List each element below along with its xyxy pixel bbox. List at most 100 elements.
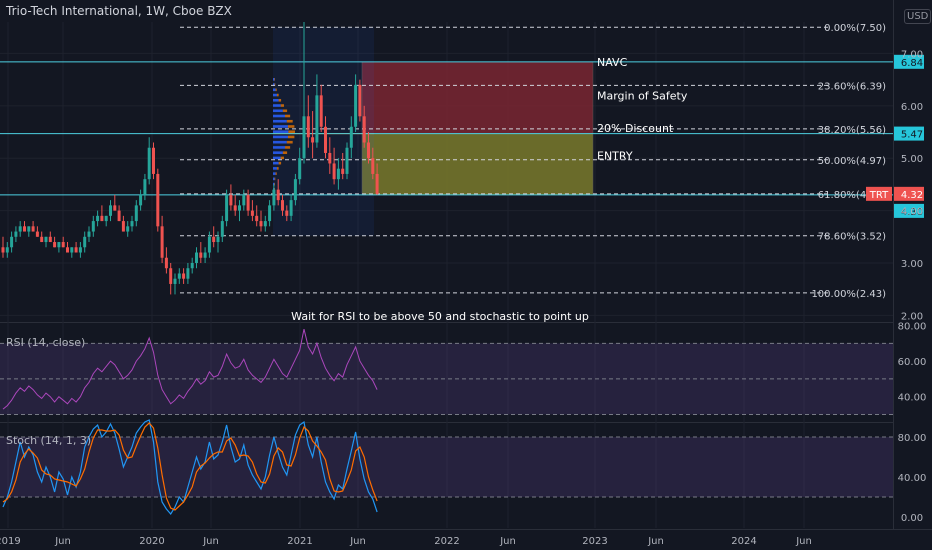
candle-body	[121, 221, 125, 232]
volume-bar	[275, 88, 277, 92]
fib-level-label: 78.60%(3.52)	[818, 232, 886, 243]
candle-body	[14, 231, 18, 237]
volume-bar	[273, 119, 287, 123]
zone-label: NAVC	[597, 56, 628, 69]
time-tick-label: Jun	[202, 536, 219, 547]
candle-body	[341, 168, 345, 174]
candle-body	[285, 210, 289, 216]
volume-bar	[273, 93, 277, 97]
candle-body	[190, 262, 194, 269]
candle-body	[70, 247, 74, 253]
candle-body	[156, 173, 160, 227]
candle-body	[233, 205, 237, 211]
candle-body	[371, 158, 375, 174]
candle-body	[96, 215, 100, 222]
candle-body	[367, 142, 370, 159]
fib-level-label: 38.20%(5.56)	[818, 125, 886, 136]
candle-body	[203, 252, 207, 258]
volume-bar	[274, 177, 276, 181]
candle-body	[319, 95, 323, 127]
volume-bar	[274, 188, 275, 191]
candle-body	[78, 247, 82, 253]
volume-bar	[273, 140, 287, 144]
horizontal-lines[interactable]: 6.84 5.47 4.30	[0, 54, 924, 218]
rsi-label[interactable]: RSI (14, close)	[6, 336, 86, 349]
current-price-label: 4.32	[901, 190, 923, 201]
price-label-box	[894, 54, 924, 69]
candle-body	[311, 137, 315, 143]
price-tick-label: 2.00	[901, 311, 923, 322]
candle-body	[186, 268, 190, 279]
volume-bar	[286, 119, 293, 123]
rsi-line	[2, 328, 378, 410]
candle-body	[306, 116, 310, 138]
volume-profile	[273, 27, 374, 236]
candle-body	[104, 215, 108, 222]
time-tick-label: 2021	[287, 536, 312, 547]
candle-body	[212, 236, 216, 243]
candle-body	[302, 116, 306, 159]
axis-divider	[0, 529, 932, 530]
annotations: NAVC Margin of Safety 20% Discount ENTRY Wai…	[291, 56, 688, 323]
stoch-label[interactable]: Stoch (14, 1, 3)	[6, 434, 92, 447]
price-label-box	[894, 126, 924, 141]
axes: 7.00 6.00 5.00 4.00 3.00 2.00 2019 Jun 2020 Jun 20…	[0, 49, 926, 547]
candle-body	[173, 278, 177, 284]
symbol-badge	[866, 186, 892, 201]
candle-body	[31, 226, 35, 232]
candle-body	[53, 242, 57, 248]
time-tick-label: 2020	[139, 536, 164, 547]
indicators	[0, 328, 893, 516]
volume-bar	[284, 146, 291, 149]
candle-body	[298, 158, 302, 180]
stoch-tick-label: 0.00	[901, 513, 923, 524]
candle-body	[126, 226, 130, 232]
volume-bar	[273, 88, 276, 92]
candle-body	[160, 226, 164, 258]
fib-level-label: 23.60%(6.39)	[818, 81, 886, 92]
candle-body	[272, 189, 276, 206]
candle-body	[358, 84, 362, 117]
volume-bar	[287, 135, 295, 139]
candle-body	[83, 236, 87, 248]
volume-bar	[274, 78, 275, 81]
candle-body	[177, 273, 181, 279]
candle-body	[109, 205, 112, 216]
volume-bar	[273, 167, 277, 170]
candle-body	[289, 200, 293, 216]
annotation-text: Wait for RSI to be above 50 and stochast…	[291, 310, 589, 323]
currency-badge[interactable]: USD	[904, 9, 932, 24]
fibonacci-retracement[interactable]: 0.00%(7.50) 23.60%(6.39) 38.20%(5.56) 50.00…	[180, 23, 886, 300]
volume-bar	[278, 98, 282, 102]
zone-box	[361, 61, 594, 134]
rsi-tick-label: 60.00	[898, 357, 927, 368]
candle-body	[216, 236, 220, 243]
volume-bar	[276, 93, 279, 97]
fib-level-label: 100.00%(2.43)	[811, 289, 886, 300]
volume-bar	[273, 135, 288, 139]
price-tick-label: 3.00	[901, 259, 923, 270]
candle-body	[143, 179, 147, 195]
volume-bar	[282, 109, 288, 113]
candle-body	[255, 215, 259, 222]
candle-body	[354, 84, 358, 127]
rsi-tick-label: 80.00	[898, 322, 927, 333]
stoch-d-line	[2, 422, 378, 511]
candle-body	[10, 236, 14, 248]
candle-body	[66, 247, 69, 253]
time-tick-label: 2024	[731, 536, 756, 547]
price-label: 5.47	[901, 130, 923, 141]
candle-body	[324, 126, 327, 153]
volume-bar	[280, 104, 284, 107]
stoch-band	[0, 437, 893, 497]
axis-divider	[893, 0, 894, 530]
candle-body	[246, 194, 250, 211]
candle-body	[199, 252, 203, 258]
volume-bar	[288, 130, 295, 134]
zone-label: ENTRY	[597, 150, 633, 163]
candle-body	[375, 173, 379, 194]
symbol-label: TRT	[869, 190, 889, 201]
stoch-tick-label: 80.00	[898, 433, 927, 444]
time-tick-label: Jun	[647, 536, 664, 547]
